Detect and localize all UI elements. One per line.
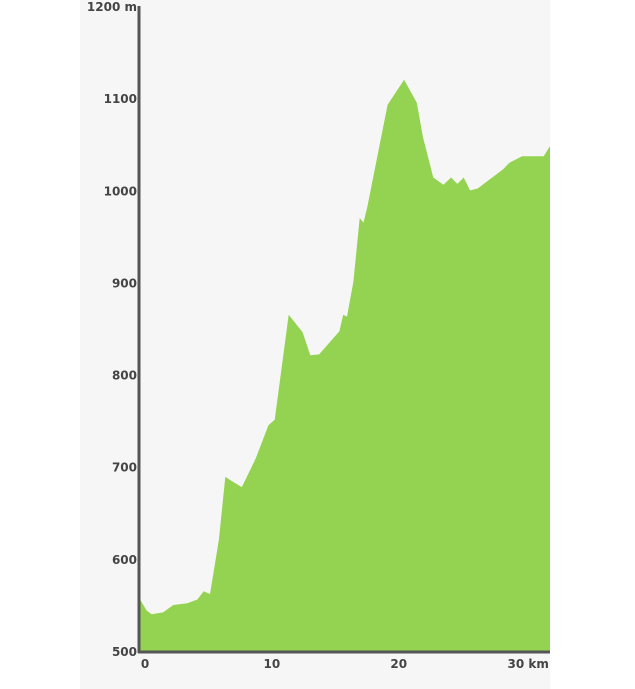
- y-tick-label: 800: [112, 369, 137, 383]
- x-tick-label: 30 km: [508, 657, 549, 671]
- elevation-area-0: [139, 79, 550, 653]
- y-tick-label: 700: [112, 461, 137, 475]
- y-tick-label: 1000: [104, 184, 137, 198]
- y-tick-label: 500: [112, 645, 137, 659]
- x-tick-label: 10: [264, 657, 281, 671]
- x-tick-label: 0: [141, 657, 149, 671]
- y-tick-label: 900: [112, 276, 137, 290]
- y-tick-label: 1200 m: [87, 0, 137, 14]
- y-tick-label: 1100: [104, 92, 137, 106]
- x-tick-label: 20: [390, 657, 407, 671]
- y-tick-label: 600: [112, 553, 137, 567]
